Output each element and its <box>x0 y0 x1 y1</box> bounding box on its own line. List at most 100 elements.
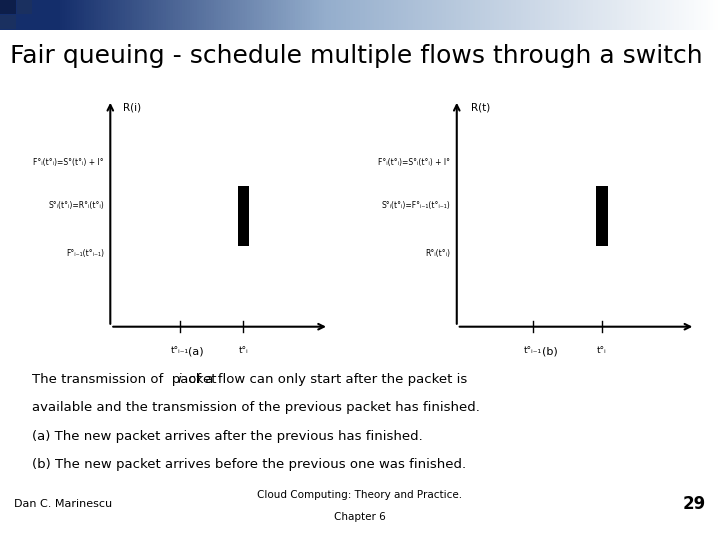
Bar <box>50 0 53 30</box>
Bar <box>504 0 507 30</box>
Bar <box>238 186 249 246</box>
Bar <box>691 0 694 30</box>
Bar <box>125 0 128 30</box>
Bar <box>48 0 51 30</box>
Bar <box>535 0 539 30</box>
Bar <box>2 0 6 30</box>
Bar <box>684 0 687 30</box>
Bar <box>24 0 27 30</box>
Bar <box>533 0 536 30</box>
Text: Fair queuing - schedule multiple flows through a switch: Fair queuing - schedule multiple flows t… <box>10 44 703 69</box>
Bar <box>624 0 627 30</box>
Text: i: i <box>178 373 181 386</box>
Text: The transmission of  packet: The transmission of packet <box>32 373 221 386</box>
Bar <box>459 0 462 30</box>
Bar <box>466 0 469 30</box>
Bar <box>254 0 258 30</box>
Bar <box>470 0 474 30</box>
Bar <box>207 0 210 30</box>
Bar <box>461 0 464 30</box>
Bar <box>634 0 636 30</box>
Bar <box>631 0 634 30</box>
Bar <box>698 0 701 30</box>
Bar <box>67 0 71 30</box>
Bar <box>259 0 262 30</box>
Bar <box>283 0 287 30</box>
Bar <box>317 0 320 30</box>
Bar <box>614 0 618 30</box>
Bar <box>214 0 217 30</box>
Bar <box>473 0 476 30</box>
Bar <box>482 0 485 30</box>
Bar <box>0 0 3 30</box>
Text: 29: 29 <box>683 495 706 514</box>
Bar <box>401 0 404 30</box>
Bar <box>7 0 10 30</box>
Bar <box>274 0 276 30</box>
Bar <box>715 0 719 30</box>
Bar <box>571 0 575 30</box>
Bar <box>511 0 514 30</box>
Bar <box>9 0 13 30</box>
Bar <box>250 0 253 30</box>
Bar <box>266 0 269 30</box>
Bar <box>55 0 58 30</box>
Bar <box>305 0 308 30</box>
Bar <box>437 0 440 30</box>
Bar <box>398 0 402 30</box>
Bar <box>415 0 418 30</box>
Bar <box>331 0 334 30</box>
Bar <box>391 0 395 30</box>
Bar <box>14 0 17 30</box>
Bar <box>538 0 541 30</box>
Bar <box>405 0 409 30</box>
Bar <box>168 0 171 30</box>
Bar <box>38 0 42 30</box>
Bar <box>603 0 606 30</box>
Bar <box>434 0 438 30</box>
Bar <box>238 0 240 30</box>
Bar <box>204 0 207 30</box>
Bar <box>99 0 102 30</box>
Bar <box>218 0 222 30</box>
Bar <box>408 0 411 30</box>
Bar <box>139 0 143 30</box>
Bar <box>70 0 73 30</box>
Bar <box>509 0 512 30</box>
Bar <box>362 0 366 30</box>
Bar <box>315 0 318 30</box>
Bar <box>554 0 557 30</box>
Bar <box>562 0 564 30</box>
Text: R(t): R(t) <box>471 103 490 113</box>
Bar <box>542 0 546 30</box>
Bar <box>29 0 32 30</box>
Text: t°ᵢ₋₁: t°ᵢ₋₁ <box>523 346 542 355</box>
Bar <box>641 0 644 30</box>
Bar <box>703 0 706 30</box>
Bar <box>672 0 675 30</box>
Bar <box>312 0 315 30</box>
Bar <box>127 0 130 30</box>
Bar <box>667 0 670 30</box>
Bar <box>358 0 361 30</box>
Bar <box>526 0 528 30</box>
Bar <box>19 0 22 30</box>
Bar <box>240 0 243 30</box>
Text: t°ᵢ: t°ᵢ <box>597 346 607 355</box>
Bar <box>101 0 104 30</box>
Bar <box>396 0 399 30</box>
Bar <box>17 0 32 14</box>
Bar <box>60 0 63 30</box>
Bar <box>149 0 152 30</box>
Bar <box>718 0 720 30</box>
Bar <box>518 0 521 30</box>
Bar <box>444 0 447 30</box>
Text: (a) The new packet arrives after the previous has finished.: (a) The new packet arrives after the pre… <box>32 430 423 443</box>
Bar <box>360 0 363 30</box>
Bar <box>348 0 351 30</box>
Bar <box>576 0 579 30</box>
Text: R(i): R(i) <box>123 103 141 113</box>
Bar <box>682 0 685 30</box>
Bar <box>653 0 656 30</box>
Bar <box>41 0 44 30</box>
